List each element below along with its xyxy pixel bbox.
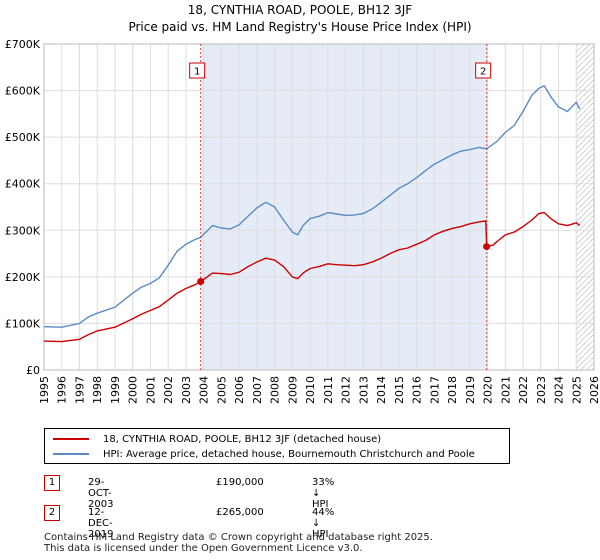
y-tick-label: £600K [5,85,41,98]
legend-item-property: 18, CYNTHIA ROAD, POOLE, BH12 3JF (detac… [53,432,381,446]
footer-licence: This data is licensed under the Open Gov… [44,543,363,554]
x-tick-label: 2006 [233,376,246,404]
chart-title: 18, CYNTHIA ROAD, POOLE, BH12 3JF [187,3,413,17]
x-tick-label: 2001 [144,376,157,404]
y-tick-label: £500K [5,131,41,144]
y-tick-label: £100K [5,317,41,330]
x-tick-label: 2021 [499,376,512,404]
transaction-hpi-diff: 44% ↓ HPI [312,507,335,540]
sale-marker-label: 1 [194,67,200,78]
y-tick-label: £300K [5,224,41,237]
x-tick-label: 2025 [570,376,583,404]
sale-marker-label: 2 [480,67,486,78]
x-tick-label: 2011 [322,376,335,404]
x-tick-label: 2019 [464,376,477,404]
x-tick-label: 2005 [215,376,228,404]
price-chart: £0 £100K £200K £300K £400K £500K £600K £700K 199… [5,38,600,404]
x-tick-label: 2012 [340,376,353,404]
y-tick-label: £700K [5,38,41,51]
hpi-line [43,85,581,328]
x-tick-label: 2003 [180,376,193,404]
footer-copyright: Contains HM Land Registry data © Crown c… [44,532,433,543]
x-tick-label: 2009 [286,376,299,404]
x-tick-label: 2020 [482,376,495,404]
x-tick-label: 2013 [357,376,370,404]
transaction-marker: 1 [44,475,60,491]
x-tick-label: 2008 [269,376,282,404]
legend-swatch-hpi [53,453,89,455]
transaction-date: 12-DEC-2019 [88,507,114,540]
transaction-price: £265,000 [216,507,264,518]
sale-marker-box [475,62,492,79]
x-tick-label: 2007 [251,376,264,404]
x-tick-label: 1999 [109,376,122,404]
x-tick-label: 2026 [588,376,600,404]
x-tick-label: 1995 [38,376,51,404]
plot-frame [43,43,595,371]
x-tick-label: 2023 [535,376,548,404]
y-tick-label: £0 [26,364,40,377]
x-tick-label: 2016 [411,376,424,404]
x-tick-label: 2018 [446,376,459,404]
x-tick-label: 2014 [375,376,388,404]
transaction-price: £190,000 [216,477,264,488]
x-tick-label: 2000 [127,376,140,404]
ownership-shaded-region [200,44,487,370]
x-tick-label: 2022 [517,376,530,404]
forecast-hatched-region [576,44,594,370]
chart-subtitle: Price paid vs. HM Land Registry's House … [128,20,472,34]
x-tick-label: 2017 [428,376,441,404]
legend-item-hpi: HPI: Average price, detached house, Bour… [53,447,475,461]
x-tick-label: 2002 [162,376,175,404]
sale-point [483,243,491,251]
chart-legend: 18, CYNTHIA ROAD, POOLE, BH12 3JF (detac… [44,428,510,464]
sale-point [197,278,205,286]
sale-marker-box [189,62,206,79]
y-tick-label: £200K [5,271,41,284]
legend-label-property: 18, CYNTHIA ROAD, POOLE, BH12 3JF (detac… [103,433,382,445]
x-tick-label: 2024 [553,376,566,404]
y-tick-label: £400K [5,178,41,191]
property-price-line [43,211,581,343]
x-tick-label: 1996 [56,376,69,404]
x-tick-label: 2004 [198,376,211,404]
x-tick-label: 2015 [393,376,406,404]
x-tick-label: 2010 [304,376,317,404]
legend-swatch-property [53,438,89,440]
legend-label-hpi: HPI: Average price, detached house, Bour… [103,448,475,460]
x-tick-label: 1997 [73,376,86,404]
x-tick-label: 1998 [91,376,104,404]
transaction-marker: 2 [44,505,60,521]
transaction-date: 29-OCT-2003 [88,477,114,510]
transaction-hpi-diff: 33% ↓ HPI [312,477,335,510]
